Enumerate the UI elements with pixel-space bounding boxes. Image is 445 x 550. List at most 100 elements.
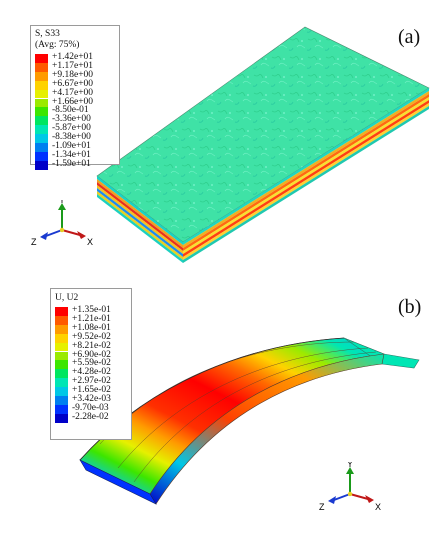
legend-b-swatch: [55, 351, 68, 361]
legend-b-swatch: [55, 387, 68, 396]
legend-b-entry: +9.52e-02: [55, 331, 175, 345]
triad-a-x-label: X: [87, 237, 93, 247]
legend-a-entry: -1.09e+01: [35, 141, 155, 154]
legend-b-swatch: [55, 404, 68, 414]
legend-b-swatch: [55, 413, 68, 423]
legend-b-value: +4.28e-02: [72, 367, 111, 378]
legend-b-swatch: [55, 396, 68, 405]
legend-a-entry: +6.67e+00: [35, 78, 155, 92]
legend-b-value: +6.90e-02: [72, 349, 111, 360]
legend-b-value: +1.21e-01: [72, 313, 111, 324]
legend-b-value: +1.65e-02: [72, 385, 111, 396]
legend-a-entry: -8.50e-01: [35, 105, 155, 118]
legend-a-entry: -1.34e+01: [35, 149, 155, 163]
legend-b-entry: -2.28e-02: [55, 411, 175, 425]
legend-b-swatch: [55, 315, 68, 325]
legend-b-value: +2.97e-02: [72, 376, 111, 387]
legend-a-entry: -5.87e+00: [35, 123, 155, 136]
shell-left-end: [79, 459, 157, 505]
legend-b-value: +3.42e-03: [72, 394, 111, 404]
legend-a-entry: +9.18e+00: [35, 69, 155, 83]
legend-b-value: +5.59e-02: [72, 358, 111, 369]
legend-a-swatch: [35, 71, 48, 81]
legend-b-swatch: [55, 378, 68, 388]
triad-a-y-label: Y: [59, 200, 65, 205]
legend-b-title: U, U2: [55, 293, 79, 303]
legend-a-entry: +1.42e+01: [35, 52, 155, 65]
legend-a-swatch: [35, 160, 48, 170]
legend-b-entry: +1.65e-02: [55, 385, 175, 398]
plate-model: [96, 26, 430, 263]
legend-b-swatch: [55, 307, 68, 316]
legend-a-value: +1.17e+01: [52, 60, 94, 71]
legend-a-value: +9.18e+00: [52, 69, 94, 80]
legend-a-entry: -3.36e+00: [35, 114, 155, 127]
legend-a-swatch: [35, 143, 48, 152]
legend-a-value: +1.66e+00: [52, 96, 94, 107]
legend-a-swatch: [35, 80, 48, 90]
legend-a-swatch: [35, 89, 48, 99]
legend-b-value: +8.21e-02: [72, 340, 111, 351]
legend-a-swatch: [35, 151, 48, 161]
legend-b-entry: -9.70e-03: [55, 402, 175, 416]
triad-b-x-label: X: [375, 502, 381, 512]
legend-a-value: +6.67e+00: [52, 78, 94, 89]
panel-b-axis-triad: Y X Z: [319, 462, 381, 512]
shell-front-edge: [149, 353, 385, 505]
legend-b-entry: +6.90e-02: [55, 349, 175, 363]
legend-a-value: -5.87e+00: [52, 123, 91, 134]
panel-b-displacement-shell: (b) U, U2 +1.35e-01 +1.21e-01 +1.08e-01 +9.…: [0, 272, 445, 550]
legend-a-title-2: (Avg: 75%): [35, 40, 80, 50]
legend-a-swatch: [35, 54, 48, 63]
panel-b-label: (b): [398, 296, 422, 318]
legend-b-value: +9.52e-02: [72, 331, 111, 342]
legend-a-swatch: [35, 116, 48, 126]
legend-b-value: +1.35e-01: [72, 305, 111, 315]
legend-a-value: -3.36e+00: [52, 114, 91, 125]
legend-a-value: +1.42e+01: [52, 52, 94, 62]
legend-a-value: -1.34e+01: [52, 149, 91, 160]
legend-b-swatch: [55, 360, 68, 370]
legend-a-value: +4.17e+00: [52, 87, 94, 98]
legend-b-entry: +3.42e-03: [55, 394, 175, 407]
legend-a-value: -1.09e+01: [52, 141, 91, 151]
legend-a-value: -8.38e+00: [52, 132, 91, 143]
legend-a-entry: -1.59e+01: [35, 158, 155, 172]
panel-a-legend: S, S33 (Avg: 75%) +1.42e+01 +1.17e+01 +9.1…: [30, 25, 120, 170]
triad-b-z-label: Z: [319, 502, 325, 512]
plate-right-side: [183, 88, 429, 263]
legend-b-swatch: [55, 324, 68, 334]
legend-b-entry: +2.97e-02: [55, 376, 175, 389]
legend-a-entry: +1.17e+01: [35, 60, 155, 74]
panel-b-legend: U, U2 +1.35e-01 +1.21e-01 +1.08e-01 +9.52e-…: [50, 288, 132, 440]
legend-a-swatch: [35, 62, 48, 72]
triad-b-y-label: Y: [347, 462, 353, 469]
legend-b-entry: +5.59e-02: [55, 358, 175, 371]
legend-a-swatch: [35, 134, 48, 143]
legend-b-swatch: [55, 342, 68, 352]
legend-a-value: -8.50e-01: [52, 105, 89, 116]
legend-a-swatch: [35, 107, 48, 117]
legend-b-value: +1.08e-01: [72, 322, 111, 333]
legend-b-entry: +1.21e-01: [55, 313, 175, 327]
legend-b-swatch: [55, 333, 68, 343]
legend-a-entry: +4.17e+00: [35, 87, 155, 101]
triad-a-z-label: Z: [31, 237, 37, 247]
legend-b-entry: +4.28e-02: [55, 367, 175, 380]
legend-b-swatch: [55, 369, 68, 379]
plate-front-side: [97, 176, 183, 263]
legend-a-title-1: S, S33: [35, 29, 60, 39]
legend-a-entry: +1.66e+00: [35, 96, 155, 110]
panel-a-axis-triad: Y X Z: [31, 200, 93, 247]
panel-a-stress-plate: (a) S, S33 (Avg: 75%) +1.42e+01 +1.17e+01…: [0, 0, 445, 272]
legend-a-swatch: [35, 125, 48, 135]
legend-b-entry: +1.35e-01: [55, 305, 175, 318]
panel-a-label: (a): [398, 26, 421, 48]
legend-b-entry: +1.08e-01: [55, 322, 175, 336]
legend-b-entry: +8.21e-02: [55, 340, 175, 354]
legend-a-value: -1.59e+01: [52, 158, 91, 169]
legend-b-value: -2.28e-02: [72, 411, 109, 422]
legend-a-entry: -8.38e+00: [35, 132, 155, 145]
legend-a-swatch: [35, 98, 48, 108]
legend-b-value: -9.70e-03: [72, 402, 109, 413]
